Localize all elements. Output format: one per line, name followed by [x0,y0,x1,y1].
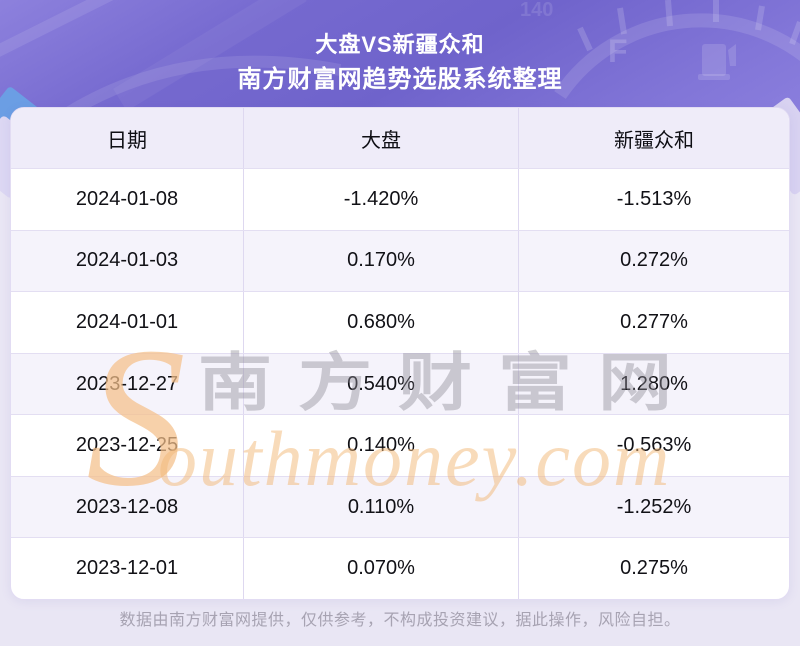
date-cell: 2023-12-27 [75,372,179,395]
stock-value-cell: 0.277% [518,292,789,353]
table-row: 2023-12-27 0.540% 1.280% [11,352,789,415]
header-cell-market: 大盘 [243,108,518,168]
data-table: 日期 大盘 新疆众和 2024-01-08 -1.420% -1.513% 20… [10,107,790,600]
date-cell: 2024-01-01 [75,310,179,333]
stock-value-cell: 0.275% [518,538,789,599]
stock-value-cell: -1.252% [518,476,789,538]
stock-value-cell: -1.513% [518,169,789,230]
page-title: 大盘VS新疆众和 [315,32,485,57]
table-row: 2023-12-08 0.110% -1.252% [11,475,789,538]
stock-value-cell: -0.563% [518,415,789,476]
table-row: 2023-12-25 0.140% -0.563% [11,414,789,476]
date-cell: 2023-12-08 [75,495,179,518]
date-cell: 2024-01-03 [75,249,179,272]
table-row: 2024-01-03 0.170% 0.272% [11,229,789,292]
market-value-cell: 0.540% [243,353,518,415]
market-value-cell: 0.140% [243,415,518,476]
hero-banner [0,0,800,112]
market-value-cell: 0.680% [243,292,518,353]
table-row: 2023-12-01 0.070% 0.275% [11,537,789,599]
market-value-cell: 0.170% [243,230,518,292]
page-subtitle: 南方财富网趋势选股系统整理 [237,66,563,93]
date-cell: 2023-12-25 [75,434,179,457]
market-value-cell: 0.110% [243,476,518,538]
header-cell-stock: 新疆众和 [518,108,789,168]
header-cell-date: 日期 [107,129,147,152]
date-cell: 2024-01-08 [75,187,179,210]
market-value-cell: 0.070% [243,538,518,599]
table-row: 2024-01-01 0.680% 0.277% [11,291,789,353]
stock-value-cell: 0.272% [518,230,789,292]
table-row: 2024-01-08 -1.420% -1.513% [11,168,789,230]
market-value-cell: -1.420% [243,169,518,230]
disclaimer-text: 数据由南方财富网提供，仅供参考，不构成投资建议，据此操作，风险自担。 [119,612,681,629]
date-cell: 2023-12-01 [75,557,179,580]
stock-value-cell: 1.280% [518,353,789,415]
table-header-row: 日期 大盘 新疆众和 [11,108,789,168]
